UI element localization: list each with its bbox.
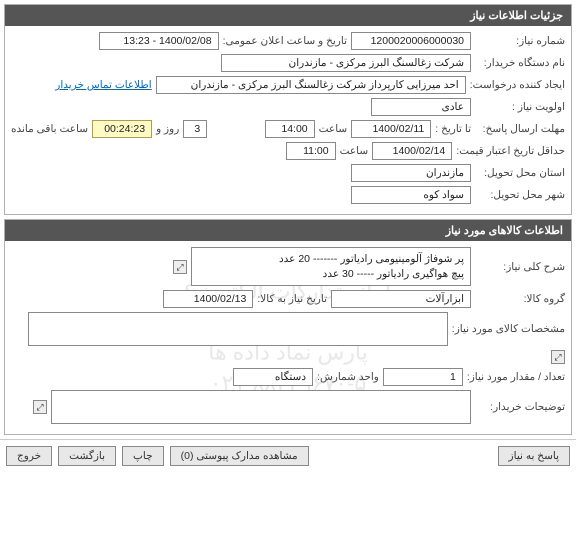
priority-value: عادی bbox=[371, 98, 471, 116]
print-button[interactable]: چاپ bbox=[122, 446, 164, 466]
goods-panel: اطلاعات کالاهای مورد نیاز سامانه تدارکات… bbox=[4, 219, 572, 435]
remain-time-label: ساعت باقی مانده bbox=[11, 123, 88, 135]
back-button[interactable]: بازگشت bbox=[58, 446, 116, 466]
exit-button[interactable]: خروج bbox=[6, 446, 52, 466]
remain-time-value: 00:24:23 bbox=[92, 120, 152, 138]
need-details-body: شماره نیاز: 1200020006000030 تاریخ و ساع… bbox=[5, 26, 571, 214]
expand-desc-button[interactable]: ⤢ bbox=[173, 260, 187, 274]
spec-label: مشخصات کالای مورد نیاز: bbox=[452, 323, 565, 335]
contact-link[interactable]: اطلاعات تماس خریدار bbox=[55, 79, 151, 91]
min-valid-time-value: 11:00 bbox=[286, 142, 336, 160]
unit-label: واحد شمارش: bbox=[317, 371, 379, 383]
qty-value: 1 bbox=[383, 368, 463, 386]
need-number-value: 1200020006000030 bbox=[351, 32, 471, 50]
deadline-time-value: 14:00 bbox=[265, 120, 315, 138]
min-valid-time-label: ساعت bbox=[340, 145, 369, 157]
deadline-time-label: ساعت bbox=[319, 123, 348, 135]
need-number-label: شماره نیاز: bbox=[475, 35, 565, 47]
need-by-value: 1400/02/13 bbox=[163, 290, 253, 308]
province-label: استان محل تحویل: bbox=[475, 167, 565, 179]
min-valid-label: حداقل تاریخ اعتبار قیمت: bbox=[456, 145, 565, 157]
city-value: سواد کوه bbox=[351, 186, 471, 204]
expand-notes-button[interactable]: ⤢ bbox=[33, 400, 47, 414]
group-value: ابزارآلات bbox=[331, 290, 471, 308]
footer-bar: پاسخ به نیاز مشاهده مدارک پیوستی (0) چاپ… bbox=[0, 439, 576, 472]
desc-label: شرح کلی نیاز: bbox=[475, 261, 565, 273]
notes-label: توضیحات خریدار: bbox=[475, 401, 565, 413]
creator-value: احد میرزایی کارپرداز شرکت زغالسنگ البرز … bbox=[156, 76, 466, 94]
min-valid-date-value: 1400/02/14 bbox=[372, 142, 452, 160]
attachments-button[interactable]: مشاهده مدارک پیوستی (0) bbox=[170, 446, 309, 466]
respond-button[interactable]: پاسخ به نیاز bbox=[498, 446, 570, 466]
deadline-label: مهلت ارسال پاسخ: bbox=[475, 123, 565, 135]
city-label: شهر محل تحویل: bbox=[475, 189, 565, 201]
remain-day-label: روز و bbox=[156, 123, 179, 135]
expand-spec-button[interactable]: ⤢ bbox=[551, 350, 565, 364]
priority-label: اولویت نیاز : bbox=[475, 101, 565, 113]
to-date-label: تا تاریخ : bbox=[435, 123, 471, 135]
creator-label: ایجاد کننده درخواست: bbox=[470, 79, 565, 91]
announce-value: 1400/02/08 - 13:23 bbox=[99, 32, 219, 50]
need-by-label: تاریخ نیاز به کالا: bbox=[257, 293, 327, 305]
province-value: مازندران bbox=[351, 164, 471, 182]
desc-value: پر شوفاژ آلومینیومی رادیاتور ------- 20 … bbox=[191, 247, 471, 286]
notes-value bbox=[51, 390, 471, 424]
buyer-org-value: شرکت زغالسنگ البرز مرکزی - مازندران bbox=[221, 54, 471, 72]
spec-value bbox=[28, 312, 448, 346]
qty-label: تعداد / مقدار مورد نیاز: bbox=[467, 371, 565, 383]
goods-body: سامانه تدارکات الکترونیکی دولت پارس نماد… bbox=[5, 241, 571, 434]
need-details-header: جزئیات اطلاعات نیاز bbox=[5, 5, 571, 26]
group-label: گروه کالا: bbox=[475, 293, 565, 305]
remain-day-value: 3 bbox=[183, 120, 207, 138]
announce-label: تاریخ و ساعت اعلان عمومی: bbox=[223, 35, 347, 47]
goods-header: اطلاعات کالاهای مورد نیاز bbox=[5, 220, 571, 241]
buyer-org-label: نام دستگاه خریدار: bbox=[475, 57, 565, 69]
unit-value: دستگاه bbox=[233, 368, 313, 386]
need-details-panel: جزئیات اطلاعات نیاز شماره نیاز: 12000200… bbox=[4, 4, 572, 215]
deadline-date-value: 1400/02/11 bbox=[351, 120, 431, 138]
